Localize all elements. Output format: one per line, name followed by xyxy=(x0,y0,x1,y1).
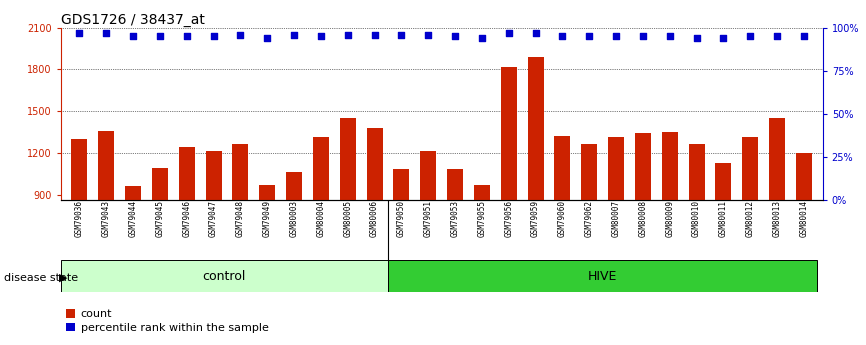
Bar xyxy=(366,128,383,320)
Point xyxy=(448,33,462,39)
Point xyxy=(555,33,569,39)
Point xyxy=(341,32,355,37)
Text: GSM80004: GSM80004 xyxy=(316,200,326,237)
Text: GDS1726 / 38437_at: GDS1726 / 38437_at xyxy=(61,12,204,27)
Bar xyxy=(581,145,598,320)
Text: GSM79055: GSM79055 xyxy=(477,200,487,237)
Point xyxy=(288,32,301,37)
Text: GSM79046: GSM79046 xyxy=(182,200,191,237)
Point xyxy=(662,33,676,39)
Text: GSM79048: GSM79048 xyxy=(236,200,245,237)
Point xyxy=(180,33,194,39)
Point xyxy=(475,35,488,41)
Point xyxy=(234,32,248,37)
Point xyxy=(582,33,596,39)
Bar xyxy=(420,151,436,320)
Bar xyxy=(608,138,624,320)
Point xyxy=(314,33,328,39)
Point xyxy=(528,30,542,36)
Text: GSM80012: GSM80012 xyxy=(746,200,755,237)
Point xyxy=(153,33,167,39)
Bar xyxy=(393,169,410,320)
Text: GSM80005: GSM80005 xyxy=(343,200,352,237)
Point xyxy=(770,33,784,39)
Point xyxy=(126,33,140,39)
Text: GSM80011: GSM80011 xyxy=(719,200,728,237)
Point xyxy=(609,33,623,39)
Text: GSM80010: GSM80010 xyxy=(692,200,701,237)
Bar xyxy=(98,130,114,320)
Bar xyxy=(286,172,302,320)
Bar xyxy=(259,185,275,320)
Text: GSM79051: GSM79051 xyxy=(423,200,433,237)
Bar xyxy=(61,260,388,292)
Point xyxy=(797,33,811,39)
Text: GSM80006: GSM80006 xyxy=(370,200,379,237)
Text: GSM79053: GSM79053 xyxy=(450,200,460,237)
Point xyxy=(501,30,515,36)
Bar xyxy=(388,260,818,292)
Text: GSM80009: GSM80009 xyxy=(665,200,675,237)
Bar xyxy=(742,138,759,320)
Bar xyxy=(125,186,141,320)
Text: GSM80007: GSM80007 xyxy=(611,200,621,237)
Bar xyxy=(715,162,732,320)
Bar xyxy=(554,136,571,320)
Point xyxy=(100,30,113,36)
Bar xyxy=(527,57,544,320)
Text: GSM79056: GSM79056 xyxy=(504,200,514,237)
Bar xyxy=(205,151,222,320)
Bar xyxy=(152,168,168,320)
Text: ▶: ▶ xyxy=(59,273,68,283)
Bar xyxy=(501,67,517,320)
Bar xyxy=(178,147,195,320)
Point xyxy=(73,30,87,36)
Bar xyxy=(635,133,651,320)
Text: GSM80013: GSM80013 xyxy=(772,200,782,237)
Text: GSM79050: GSM79050 xyxy=(397,200,406,237)
Point xyxy=(743,33,757,39)
Point xyxy=(395,32,409,37)
Point xyxy=(207,33,221,39)
Text: control: control xyxy=(203,269,246,283)
Bar xyxy=(796,153,812,320)
Text: GSM79047: GSM79047 xyxy=(209,200,218,237)
Point xyxy=(716,35,730,41)
Bar xyxy=(474,185,490,320)
Text: GSM79049: GSM79049 xyxy=(262,200,272,237)
Bar xyxy=(688,145,705,320)
Bar xyxy=(71,139,87,320)
Point xyxy=(689,35,703,41)
Bar xyxy=(339,118,356,320)
Text: GSM79043: GSM79043 xyxy=(101,200,111,237)
Bar xyxy=(313,138,329,320)
Text: GSM80014: GSM80014 xyxy=(799,200,809,237)
Point xyxy=(636,33,650,39)
Text: GSM79062: GSM79062 xyxy=(585,200,594,237)
Text: HIVE: HIVE xyxy=(588,269,617,283)
Text: disease state: disease state xyxy=(4,273,79,283)
Text: GSM79045: GSM79045 xyxy=(155,200,165,237)
Bar xyxy=(232,145,249,320)
Point xyxy=(368,32,382,37)
Text: GSM80008: GSM80008 xyxy=(638,200,648,237)
Text: GSM80003: GSM80003 xyxy=(289,200,299,237)
Text: GSM79044: GSM79044 xyxy=(128,200,138,237)
Point xyxy=(261,35,275,41)
Text: GSM79059: GSM79059 xyxy=(531,200,540,237)
Bar xyxy=(769,118,785,320)
Point xyxy=(422,32,436,37)
Bar xyxy=(447,169,463,320)
Text: GSM79060: GSM79060 xyxy=(558,200,567,237)
Legend: count, percentile rank within the sample: count, percentile rank within the sample xyxy=(66,309,268,333)
Bar xyxy=(662,132,678,320)
Text: GSM79036: GSM79036 xyxy=(74,200,84,237)
